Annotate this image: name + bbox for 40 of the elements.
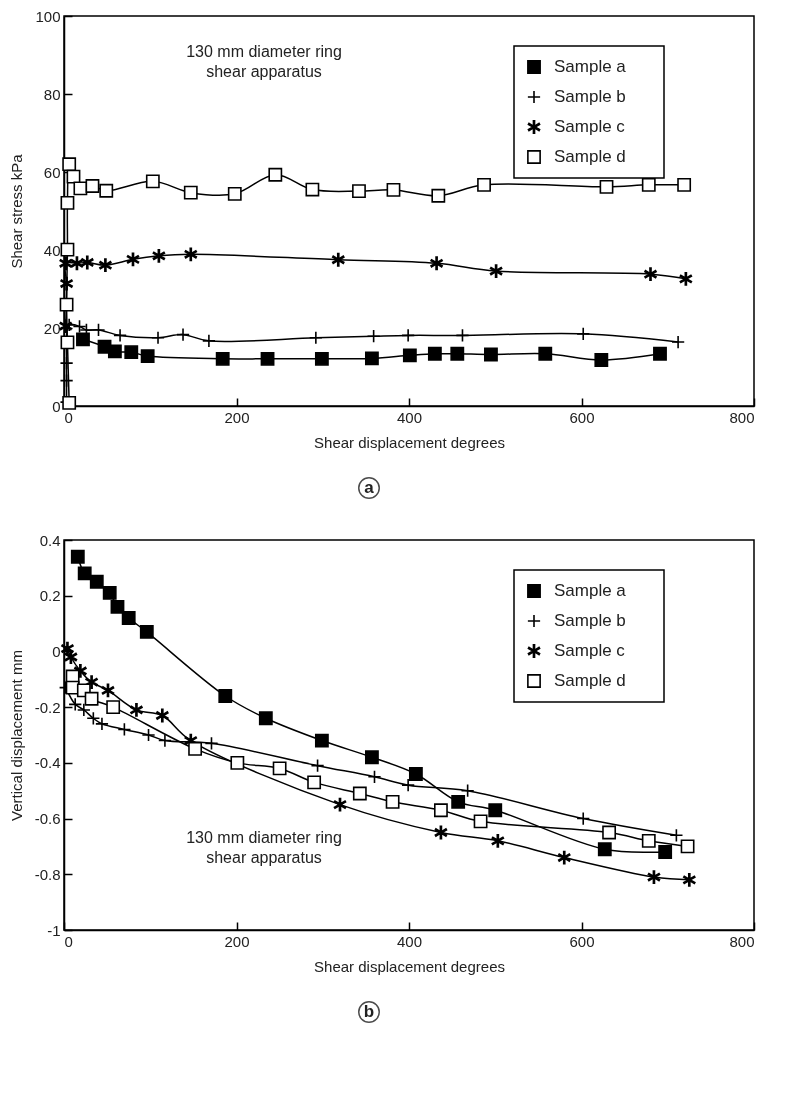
text: b xyxy=(363,1002,375,1021)
x-axis-title: Shear displacement degrees xyxy=(314,957,505,975)
y-tick-label: -0.6 xyxy=(34,810,61,828)
legend-label: Sample b xyxy=(554,87,626,106)
text: a xyxy=(364,478,375,497)
y-tick-label: 0 xyxy=(52,397,61,415)
y-tick-label: -0.8 xyxy=(34,865,61,883)
legend-label: Sample d xyxy=(554,671,626,690)
x-tick-label: 600 xyxy=(569,408,595,426)
y-tick-label: 60 xyxy=(43,163,61,181)
y-tick-label: 0.4 xyxy=(39,531,61,549)
annotation: 130 mm diameter ring shear apparatus xyxy=(186,829,342,866)
y-tick-label: 100 xyxy=(35,7,61,25)
x-tick-label: 0 xyxy=(64,408,73,426)
y-tick-label: -0.4 xyxy=(34,754,61,772)
y-tick-label: 20 xyxy=(43,319,61,337)
annotation: 130 mm diameter ring shear apparatus xyxy=(186,43,342,80)
legend-label: Sample b xyxy=(554,611,626,630)
legend-label: Sample c xyxy=(554,117,626,136)
y-tick-label: 0.2 xyxy=(39,587,61,605)
x-tick-label: 0 xyxy=(64,932,73,950)
legend-label: Sample a xyxy=(554,581,627,600)
y-tick-label: 80 xyxy=(43,85,61,103)
x-tick-label: 800 xyxy=(729,932,755,950)
legend-label: Sample a xyxy=(554,57,627,76)
x-tick-label: 200 xyxy=(224,932,250,950)
y-tick-label: -1 xyxy=(47,921,61,939)
x-tick-label: 400 xyxy=(396,408,423,426)
x-tick-label: 400 xyxy=(396,932,423,950)
y-tick-label: -0.2 xyxy=(34,698,61,716)
y-axis-title: Vertical displacement mm xyxy=(7,650,25,821)
x-axis-title: Shear displacement degrees xyxy=(314,433,505,451)
legend-label: Sample d xyxy=(554,147,626,166)
x-tick-label: 200 xyxy=(224,408,250,426)
legend-label: Sample c xyxy=(554,641,626,660)
y-tick-label: 0 xyxy=(52,642,61,660)
x-tick-label: 600 xyxy=(569,932,595,950)
x-tick-label: 800 xyxy=(729,408,755,426)
y-axis-title: Shear stress kPa xyxy=(8,153,26,269)
y-tick-label: 40 xyxy=(43,241,61,259)
